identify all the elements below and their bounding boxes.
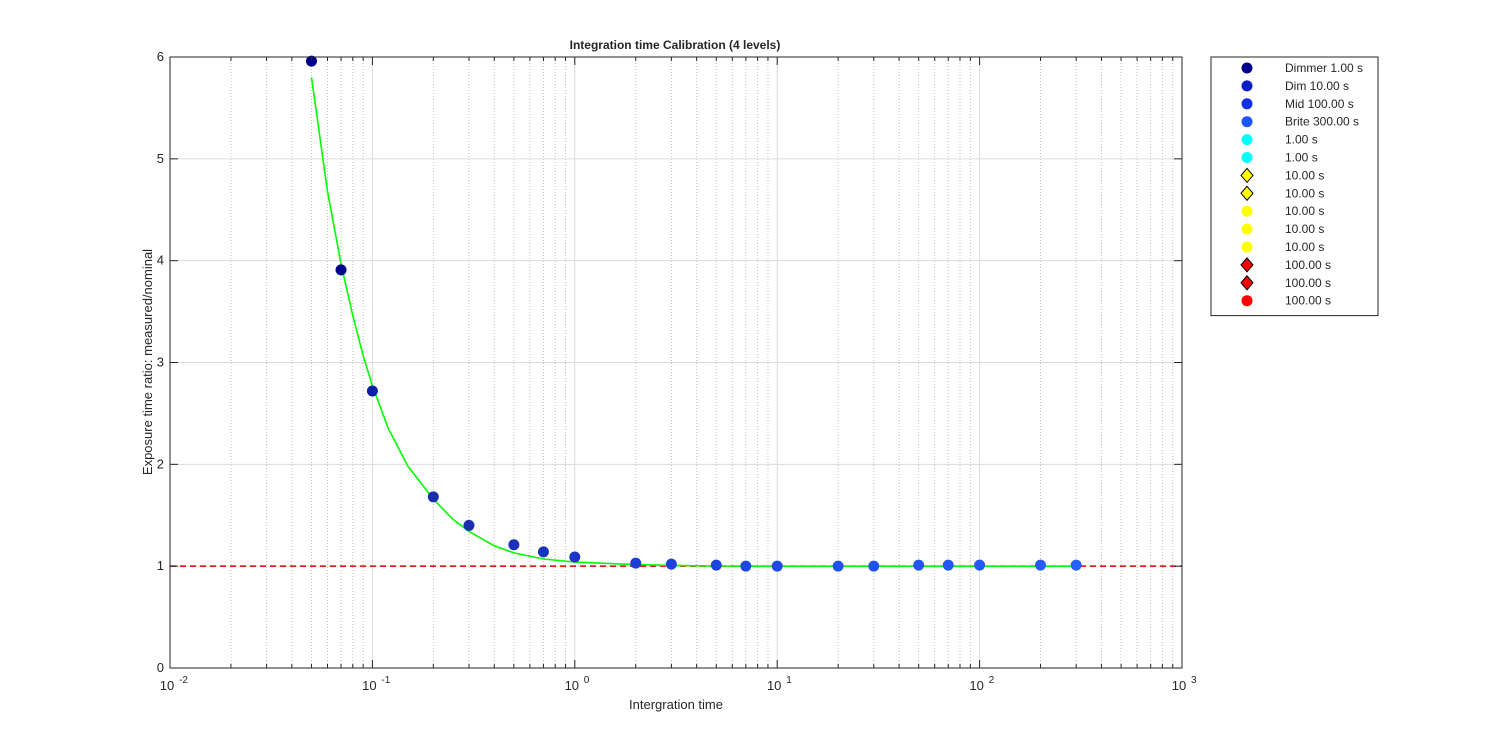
data-point — [868, 560, 880, 572]
legend-marker-circle — [1241, 116, 1253, 128]
x-tick-label: 10 — [160, 678, 174, 693]
legend-marker-circle — [1241, 98, 1253, 110]
legend-label: 1.00 s — [1285, 133, 1318, 147]
legend-marker-circle — [1241, 241, 1253, 253]
legend-marker-diamond — [1240, 167, 1254, 184]
legend-marker-circle — [1241, 205, 1253, 217]
data-point — [740, 560, 752, 572]
legend-label: 100.00 s — [1285, 258, 1331, 272]
legend-label: Mid 100.00 s — [1285, 97, 1354, 111]
data-point — [771, 560, 783, 572]
x-tick-exponent: -2 — [179, 675, 188, 686]
y-tick-label: 4 — [157, 253, 164, 268]
data-point — [569, 551, 581, 563]
legend-marker-diamond — [1240, 257, 1254, 273]
x-tick-exponent: -1 — [381, 675, 390, 686]
data-point — [710, 559, 722, 571]
legend-label: Dim 10.00 s — [1285, 79, 1349, 93]
legend: Dimmer 1.00 s Dim 10.00 s Mid 100.00 s Brit… — [1210, 56, 1379, 317]
data-point — [305, 55, 317, 67]
data-point — [427, 491, 439, 503]
data-points — [305, 55, 1082, 572]
data-point — [366, 385, 378, 397]
y-tick-label: 3 — [157, 355, 164, 370]
legend-label: 10.00 s — [1285, 204, 1324, 218]
legend-marker-circle — [1241, 134, 1253, 146]
data-point — [913, 559, 925, 571]
legend-marker-circle — [1241, 295, 1253, 307]
x-tick-exponent: 1 — [786, 675, 792, 686]
x-tick-exponent: 3 — [1191, 675, 1197, 686]
y-tick-label: 5 — [157, 151, 164, 166]
data-point — [832, 560, 844, 572]
y-tick-label: 1 — [157, 558, 164, 573]
data-point — [1070, 559, 1082, 571]
legend-marker-diamond — [1240, 275, 1254, 291]
data-point — [463, 519, 475, 531]
data-point — [508, 539, 520, 551]
fit-curve — [310, 77, 1077, 568]
legend-label: Dimmer 1.00 s — [1285, 61, 1363, 75]
x-axis-label: Intergration time — [629, 697, 723, 712]
y-tick-label: 2 — [157, 456, 164, 471]
x-tick-label: 10 — [565, 678, 579, 693]
legend-box — [1210, 56, 1379, 317]
legend-label: 10.00 s — [1285, 186, 1324, 200]
fit-curve-line — [310, 77, 1077, 568]
data-point — [974, 559, 986, 571]
data-point — [537, 546, 549, 558]
x-tick-exponent: 0 — [584, 675, 590, 686]
legend-label: Brite 300.00 s — [1285, 115, 1359, 129]
legend-marker-circle — [1241, 62, 1253, 74]
legend-marker-circle — [1241, 80, 1253, 92]
axis-ticks: 10 -2 10 -1 10 0 10 1 10 2 10 3 0 1 2 3 4 5 6 — [157, 49, 1197, 693]
data-point — [665, 558, 677, 570]
legend-marker-diamond — [1240, 185, 1254, 202]
data-point — [942, 559, 954, 571]
x-tick-label: 10 — [1172, 678, 1186, 693]
x-tick-label: 10 — [969, 678, 983, 693]
chart-title: Integration time Calibration (4 levels) — [570, 38, 781, 52]
x-tick-label: 10 — [767, 678, 781, 693]
x-tick-exponent: 2 — [989, 675, 995, 686]
y-tick-label: 0 — [157, 660, 164, 675]
legend-marker-circle — [1241, 152, 1253, 163]
x-tick-label: 10 — [362, 678, 376, 693]
legend-label: 100.00 s — [1285, 294, 1331, 308]
legend-label: 100.00 s — [1285, 276, 1331, 290]
data-point — [1035, 559, 1047, 571]
y-tick-label: 6 — [157, 49, 164, 64]
data-point — [335, 264, 347, 276]
legend-label: 1.00 s — [1285, 151, 1318, 165]
legend-label: 10.00 s — [1285, 222, 1324, 236]
legend-marker-circle — [1241, 223, 1253, 235]
legend-label: 10.00 s — [1285, 240, 1324, 254]
y-axis-label: Exposure time ratio: measured/nominal — [140, 249, 155, 475]
legend-label: 10.00 s — [1285, 168, 1324, 182]
data-point — [630, 557, 642, 569]
